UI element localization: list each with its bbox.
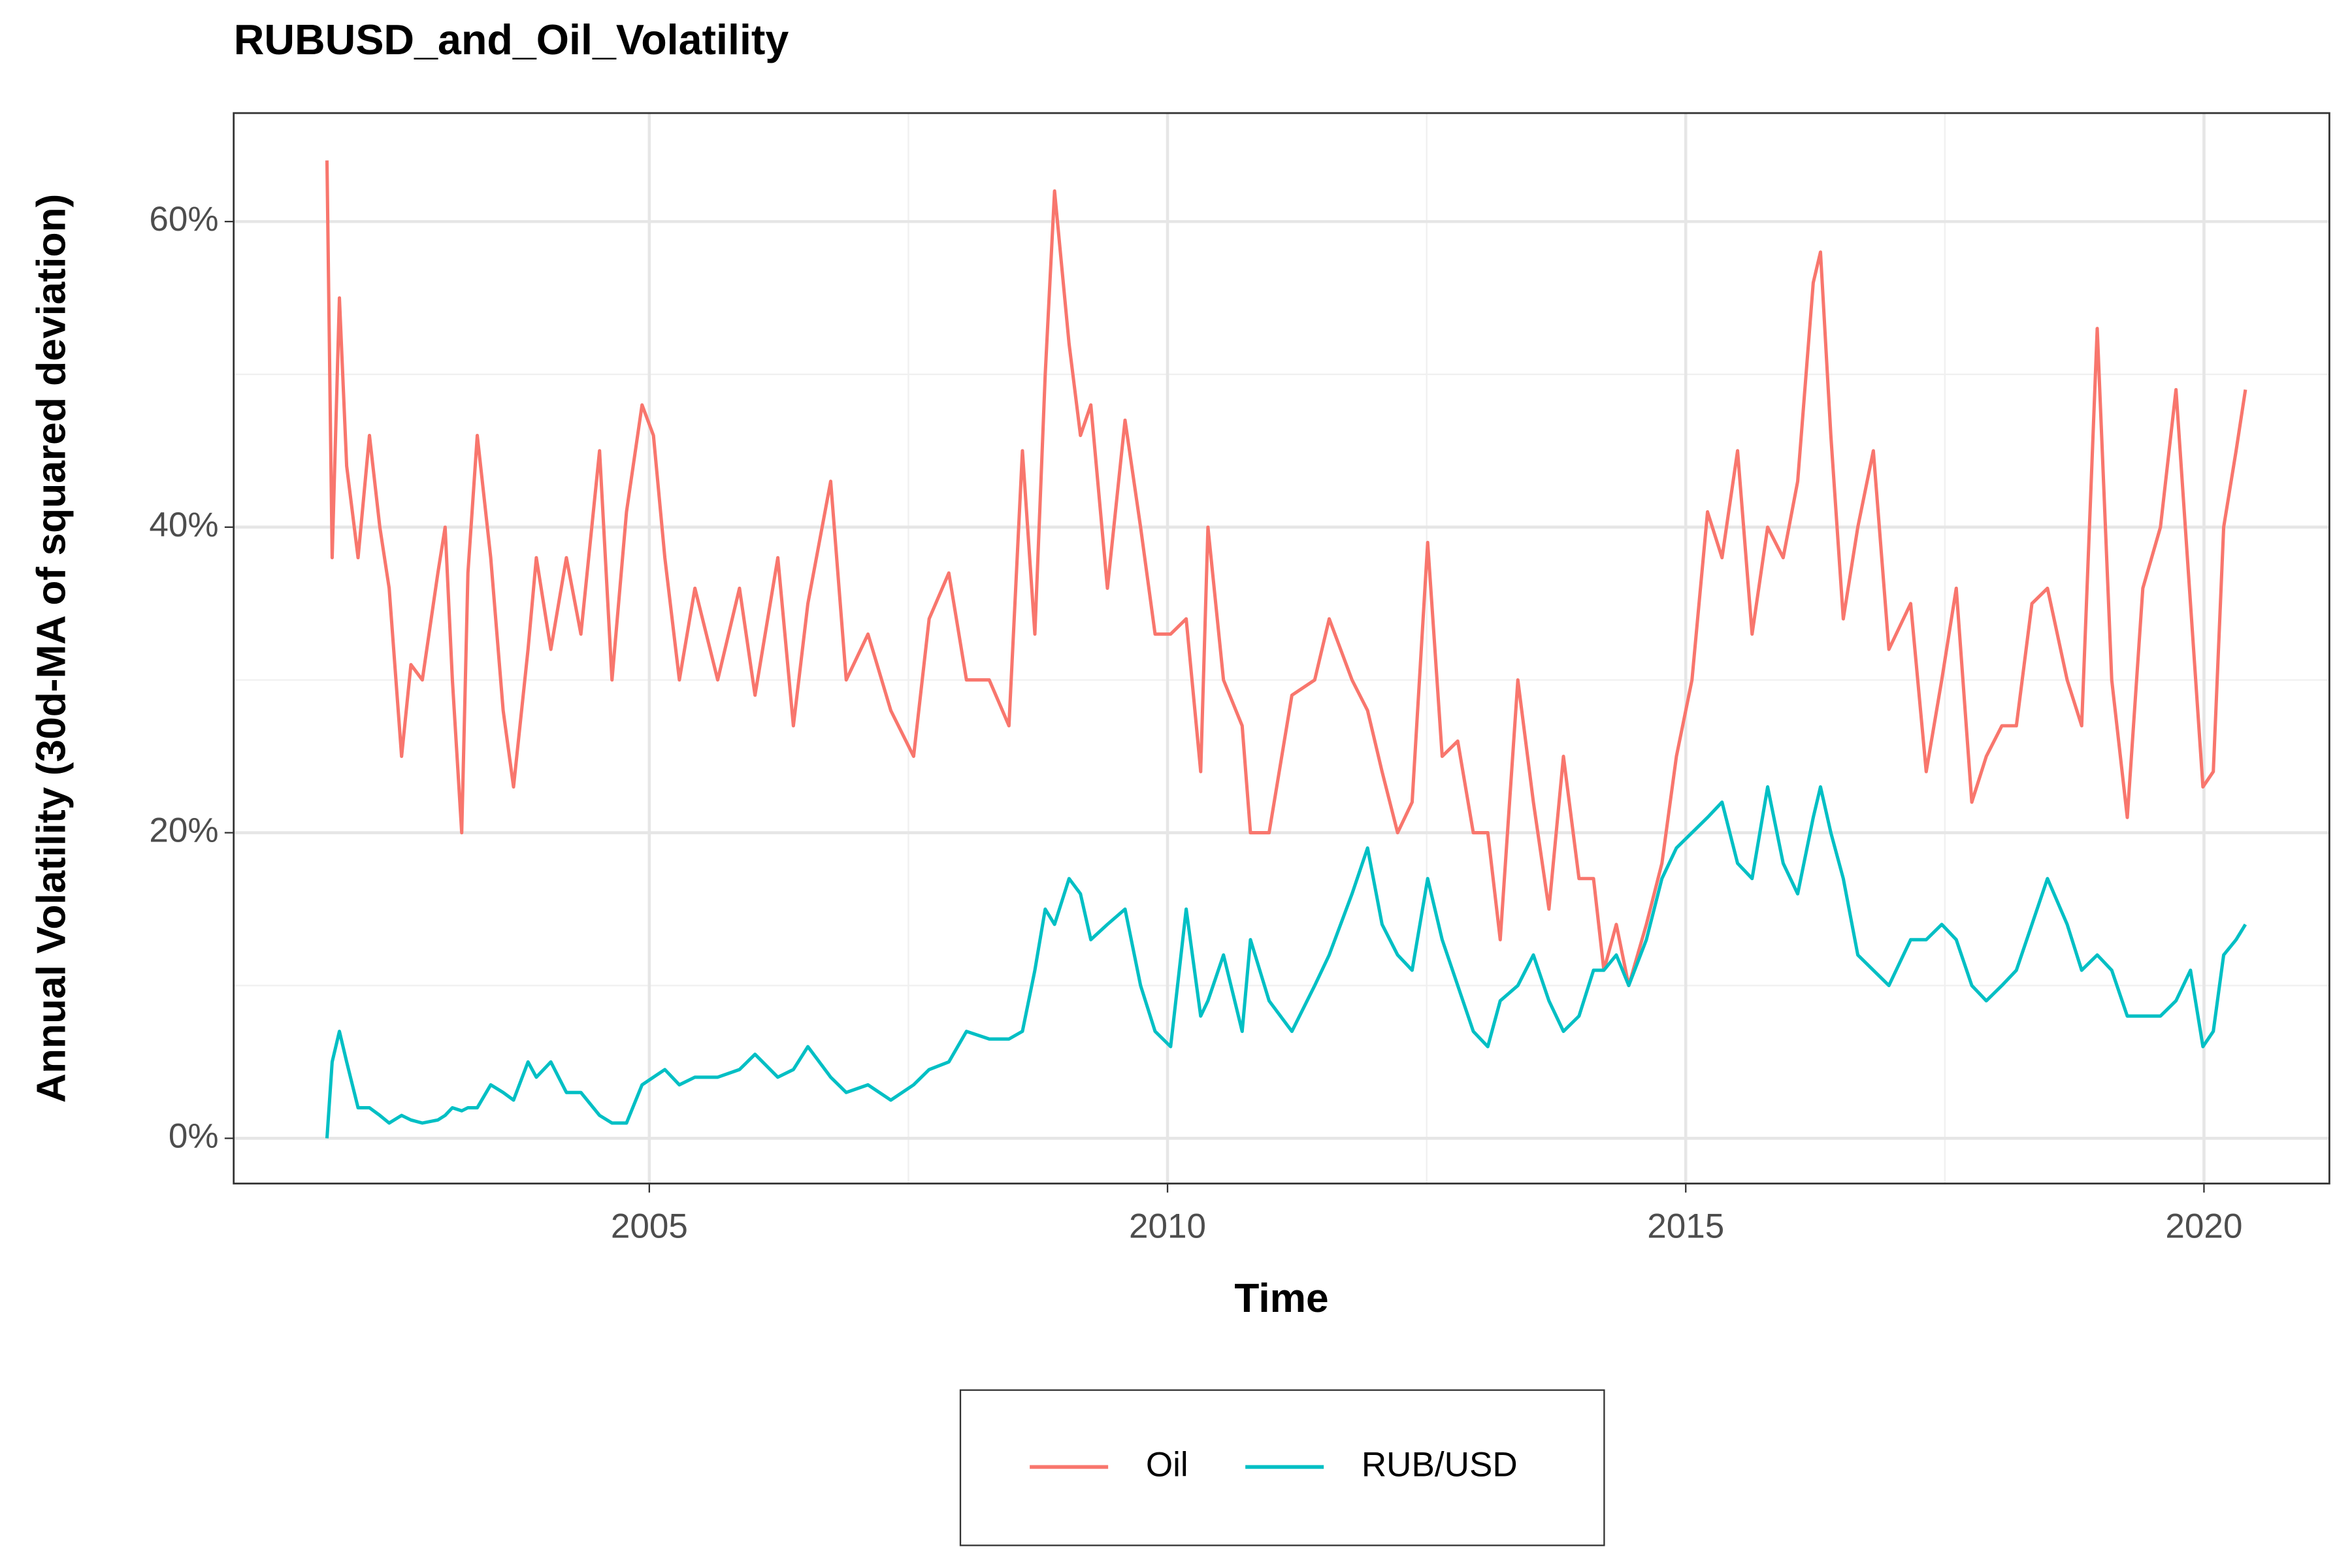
y-tick-label: 20% [149, 811, 218, 850]
y-axis-title: Annual Volatility (30d-MA of squared dev… [29, 194, 74, 1103]
y-tick-label: 0% [169, 1117, 219, 1155]
line-series [325, 785, 2247, 1139]
y-tick-label: 60% [149, 200, 218, 238]
x-tick-label: 2005 [611, 1207, 688, 1246]
y-tick-label: 40% [149, 506, 218, 544]
legend-label: Oil [1146, 1445, 1188, 1484]
x-tick-label: 2020 [2165, 1207, 2242, 1246]
line-series [325, 160, 2247, 987]
x-tick-label: 2010 [1129, 1207, 1206, 1246]
legend-label: RUB/USD [1362, 1445, 1518, 1484]
plot-border [233, 112, 2330, 1184]
x-tick-label: 2015 [1647, 1207, 1724, 1246]
x-axis-title: Time [1234, 1276, 1328, 1321]
chart-title: RUBUSD_and_Oil_Volatility [234, 16, 789, 63]
